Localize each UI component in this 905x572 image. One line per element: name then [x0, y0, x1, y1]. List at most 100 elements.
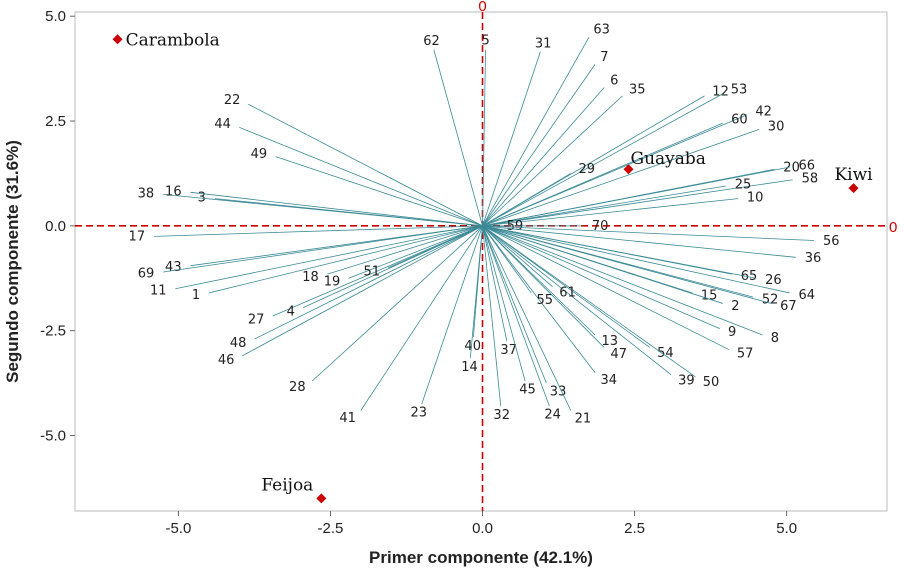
- loading-vector-37: [482, 225, 508, 342]
- zero-lines: 00: [75, 0, 897, 511]
- loading-vector-2: [482, 225, 723, 304]
- vector-label-49: 49: [251, 147, 268, 162]
- vector-label-15: 15: [701, 289, 718, 304]
- loading-vector-7: [482, 64, 596, 227]
- observation-marker-carambola: [112, 34, 123, 45]
- y-axis-title: Segundo componente (31.6%): [3, 140, 22, 383]
- vector-label-22: 22: [224, 93, 241, 108]
- loading-vector-69: [163, 225, 483, 273]
- loading-vector-23: [421, 225, 483, 405]
- vector-label-42: 42: [755, 104, 772, 119]
- vector-label-53: 53: [731, 82, 748, 97]
- vector-label-50: 50: [703, 375, 720, 390]
- vector-label-59: 59: [507, 219, 524, 234]
- vector-label-23: 23: [411, 406, 428, 421]
- x-axis-title: Primer componente (42.1%): [369, 548, 593, 567]
- loading-vector-19: [348, 225, 483, 279]
- vector-label-57: 57: [737, 347, 754, 362]
- observation-label-guayaba: Guayaba: [630, 149, 705, 169]
- vector-label-34: 34: [601, 373, 618, 388]
- vector-label-65: 65: [741, 269, 758, 284]
- vector-label-63: 63: [593, 22, 610, 37]
- loading-vector-38: [163, 194, 483, 227]
- loading-vector-5: [482, 49, 486, 226]
- loading-vector-41: [360, 225, 483, 411]
- vector-label-30: 30: [768, 120, 785, 135]
- vector-label-55: 55: [537, 293, 554, 308]
- vector-label-70: 70: [592, 219, 609, 234]
- loading-vector-44: [239, 126, 483, 227]
- loading-vector-28: [311, 225, 483, 382]
- vector-label-9: 9: [728, 325, 736, 340]
- y-tick-label: 0.0: [45, 218, 66, 235]
- vector-label-14: 14: [461, 360, 478, 375]
- loading-vector-39: [482, 225, 672, 376]
- x-tick-label: -2.5: [318, 520, 344, 537]
- loading-vector-26: [482, 225, 757, 279]
- loading-vector-51: [388, 225, 483, 269]
- x-tick-label: 0.0: [472, 520, 493, 537]
- loading-vector-24: [482, 225, 550, 407]
- loading-vector-45: [482, 225, 526, 382]
- loading-vector-27: [272, 225, 483, 317]
- vector-label-8: 8: [771, 331, 779, 346]
- loading-vector-58: [482, 179, 793, 227]
- x-tick-label: -5.0: [165, 520, 191, 537]
- vector-label-6: 6: [610, 74, 618, 89]
- vector-label-18: 18: [302, 270, 319, 285]
- vector-label-44: 44: [214, 117, 231, 132]
- observation-marker-feijoa: [316, 493, 327, 504]
- loading-vector-34: [482, 225, 596, 373]
- vector-label-64: 64: [799, 288, 816, 303]
- loading-vector-56: [482, 225, 815, 241]
- loading-vector-64: [482, 225, 790, 294]
- loading-vector-21: [482, 225, 572, 411]
- observation-label-kiwi: Kiwi: [834, 165, 873, 185]
- loading-vector-8: [482, 225, 763, 336]
- vector-label-45: 45: [519, 383, 536, 398]
- vector-label-47: 47: [611, 347, 628, 362]
- loading-vector-33: [482, 225, 547, 384]
- vector-label-24: 24: [544, 408, 561, 423]
- loading-vector-67: [482, 225, 772, 304]
- loading-vector-54: [482, 225, 651, 348]
- loading-vector-16: [190, 191, 483, 227]
- vector-label-51: 51: [363, 264, 380, 279]
- vector-label-33: 33: [550, 384, 567, 399]
- vector-label-41: 41: [339, 411, 356, 426]
- loading-vector-66: [482, 166, 790, 227]
- plot-frame: [74, 11, 888, 512]
- x-tick-label: 2.5: [624, 520, 645, 537]
- loading-vector-63: [482, 36, 590, 227]
- loading-vector-30: [482, 129, 760, 227]
- vector-label-28: 28: [289, 380, 306, 395]
- vector-label-52: 52: [762, 292, 779, 307]
- y-tick-label: -2.5: [40, 323, 66, 340]
- loading-vector-47: [482, 225, 605, 348]
- vector-label-39: 39: [678, 373, 695, 388]
- vector-label-35: 35: [629, 83, 646, 98]
- vector-label-13: 13: [602, 334, 619, 349]
- vector-label-54: 54: [657, 346, 674, 361]
- vector-label-40: 40: [464, 339, 481, 354]
- loading-vector-32: [482, 225, 502, 407]
- vector-label-36: 36: [805, 251, 822, 266]
- vector-label-37: 37: [500, 343, 517, 358]
- vector-label-29: 29: [579, 162, 596, 177]
- loading-vector-10: [482, 198, 739, 227]
- loading-vector-46: [242, 225, 483, 357]
- vector-label-43: 43: [165, 260, 182, 275]
- vector-label-10: 10: [747, 191, 764, 206]
- vector-label-2: 2: [731, 299, 739, 314]
- vector-label-25: 25: [735, 178, 752, 193]
- vector-label-7: 7: [600, 50, 608, 65]
- loading-vector-49: [275, 156, 483, 227]
- axis-ticks: -5.0 -2.5 0.0 2.5 5.0 -5.0 -2.5 0.0 2.5 5.0: [40, 8, 797, 537]
- loading-vector-18: [327, 225, 483, 275]
- vertical-zero-label: 0: [478, 0, 486, 15]
- loading-vector-60: [482, 122, 723, 227]
- vector-label-27: 27: [248, 313, 265, 328]
- y-tick-label: 5.0: [45, 8, 66, 25]
- loading-vector-61: [482, 225, 553, 287]
